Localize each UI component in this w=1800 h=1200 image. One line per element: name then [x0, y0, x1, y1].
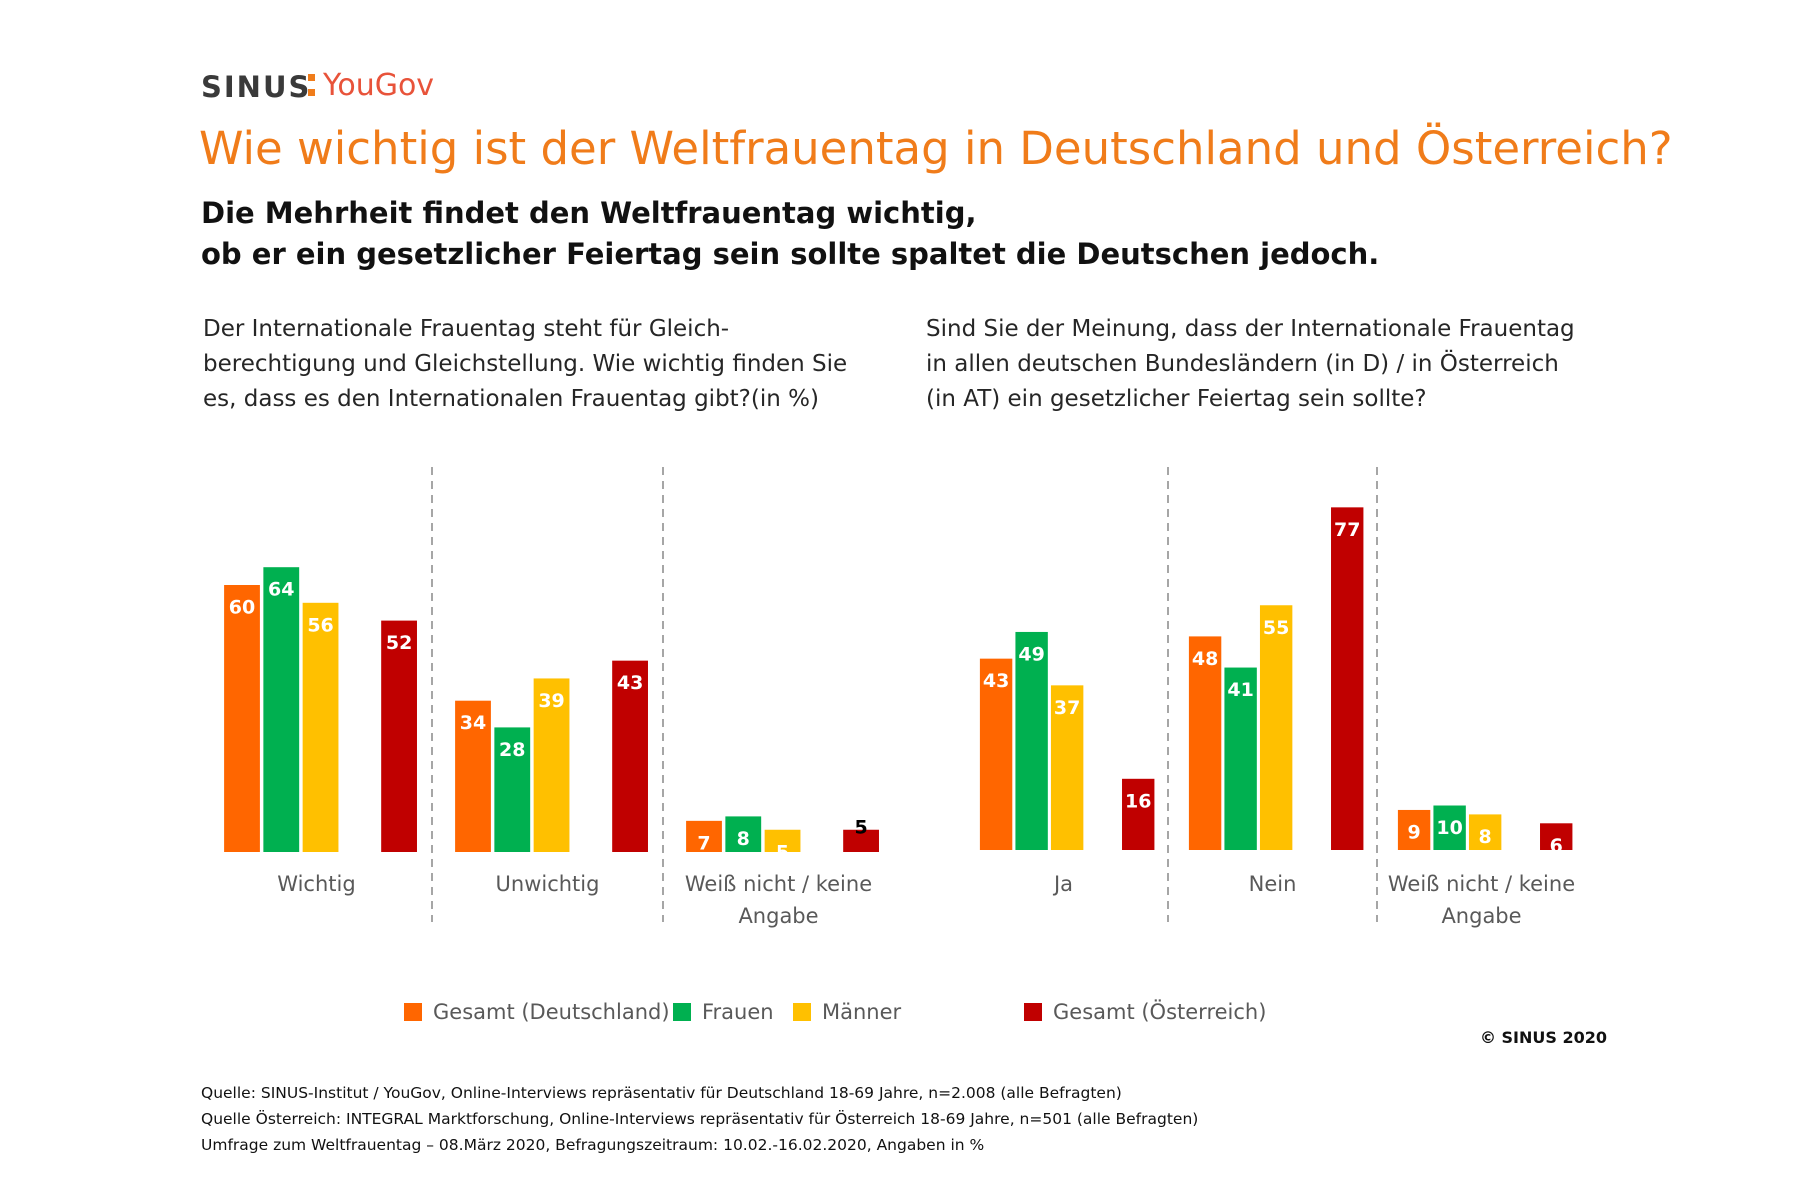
question-line: berechtigung und Gleichstellung. Wie wic…: [203, 351, 848, 377]
legend-label: Gesamt (Österreich): [1053, 999, 1266, 1024]
source: Quelle Österreich: INTEGRAL Marktforschu…: [201, 1110, 1199, 1128]
question-line: (in AT) ein gesetzlicher Feiertag sein s…: [926, 386, 1427, 412]
bar: [1122, 778, 1155, 850]
bar: [1331, 507, 1364, 850]
value-label: 10: [1436, 817, 1462, 839]
value-label: 5: [854, 816, 867, 838]
question-line: Der Internationale Frauentag steht für G…: [203, 316, 730, 342]
bar: [725, 816, 762, 852]
subtitle: Die Mehrheit findet den Weltfrauentag wi…: [201, 196, 977, 230]
legend-label: Frauen: [702, 1000, 774, 1024]
value-label: 60: [229, 597, 255, 619]
question-line: es, dass es den Internationalen Frauenta…: [203, 386, 819, 412]
value-label: 34: [460, 712, 486, 734]
value-label: 16: [1125, 790, 1151, 812]
legend-label: Gesamt (Deutschland): [433, 1000, 670, 1024]
legend-swatch: [1024, 1003, 1042, 1021]
bar: [612, 660, 648, 852]
logo-dot: [308, 89, 315, 96]
value-label: 28: [499, 739, 525, 761]
bar: [1188, 636, 1222, 850]
value-label: 77: [1334, 519, 1360, 541]
legend-swatch: [404, 1003, 422, 1021]
value-label: 39: [538, 690, 564, 712]
title: Wie wichtig ist der Weltfrauentag in Deu…: [199, 122, 1673, 175]
bar: [533, 678, 570, 852]
value-label: 49: [1018, 643, 1044, 665]
bar: [1259, 605, 1293, 850]
value-label: 41: [1227, 679, 1253, 701]
bar: [843, 829, 879, 852]
bar: [1540, 823, 1573, 850]
logo-sinus: SINUS: [201, 70, 312, 104]
legend-swatch: [793, 1003, 811, 1021]
x-tick-label: Unwichtig: [495, 872, 600, 896]
legend-swatch: [673, 1003, 691, 1021]
bar: [455, 700, 491, 852]
value-label: 8: [737, 828, 750, 850]
bar: [979, 658, 1013, 850]
bar: [302, 602, 339, 852]
value-label: 64: [268, 579, 294, 601]
x-tick-label: Wichtig: [277, 872, 356, 896]
bar: [1397, 809, 1431, 850]
value-label: 8: [1479, 826, 1492, 848]
logo-dot: [308, 74, 315, 81]
source: Quelle: SINUS-Institut / YouGov, Online-…: [201, 1084, 1122, 1102]
bar: [224, 585, 260, 852]
bar: [1015, 631, 1048, 850]
value-label: 56: [307, 614, 333, 636]
x-tick-label: Ja: [1053, 872, 1074, 896]
value-label: 55: [1263, 617, 1289, 639]
bar: [1433, 805, 1466, 850]
question-line: Sind Sie der Meinung, dass der Internati…: [926, 316, 1575, 342]
bar: [1468, 814, 1502, 850]
bar: [1050, 685, 1084, 850]
value-label: 43: [617, 672, 643, 694]
bar: [494, 727, 531, 852]
x-tick-label: Nein: [1248, 872, 1297, 896]
legend-label: Männer: [822, 1000, 902, 1024]
value-label: 6: [1550, 835, 1563, 857]
value-label: 5: [776, 841, 789, 863]
bar: [263, 567, 300, 852]
copyright: © SINUS 2020: [1479, 1028, 1607, 1047]
question-line: in allen deutschen Bundesländern (in D) …: [926, 351, 1559, 377]
value-label: 9: [1407, 821, 1420, 843]
value-label: 52: [386, 632, 412, 654]
x-tick-label: Weiß nicht / keine Angabe: [1387, 872, 1576, 928]
source: Umfrage zum Weltfrauentag – 08.März 2020…: [201, 1136, 985, 1154]
x-tick-label: Weiß nicht / keine Angabe: [684, 872, 873, 928]
value-label: 7: [697, 832, 710, 854]
bar: [381, 620, 417, 852]
bar: [686, 820, 722, 852]
value-label: 37: [1054, 697, 1080, 719]
value-label: 43: [983, 670, 1009, 692]
bar: [764, 829, 801, 852]
bar: [1224, 667, 1257, 850]
subtitle: ob er ein gesetzlicher Feiertag sein sol…: [201, 237, 1380, 271]
value-label: 48: [1192, 648, 1218, 670]
logo-yougov: YouGov: [323, 68, 435, 103]
